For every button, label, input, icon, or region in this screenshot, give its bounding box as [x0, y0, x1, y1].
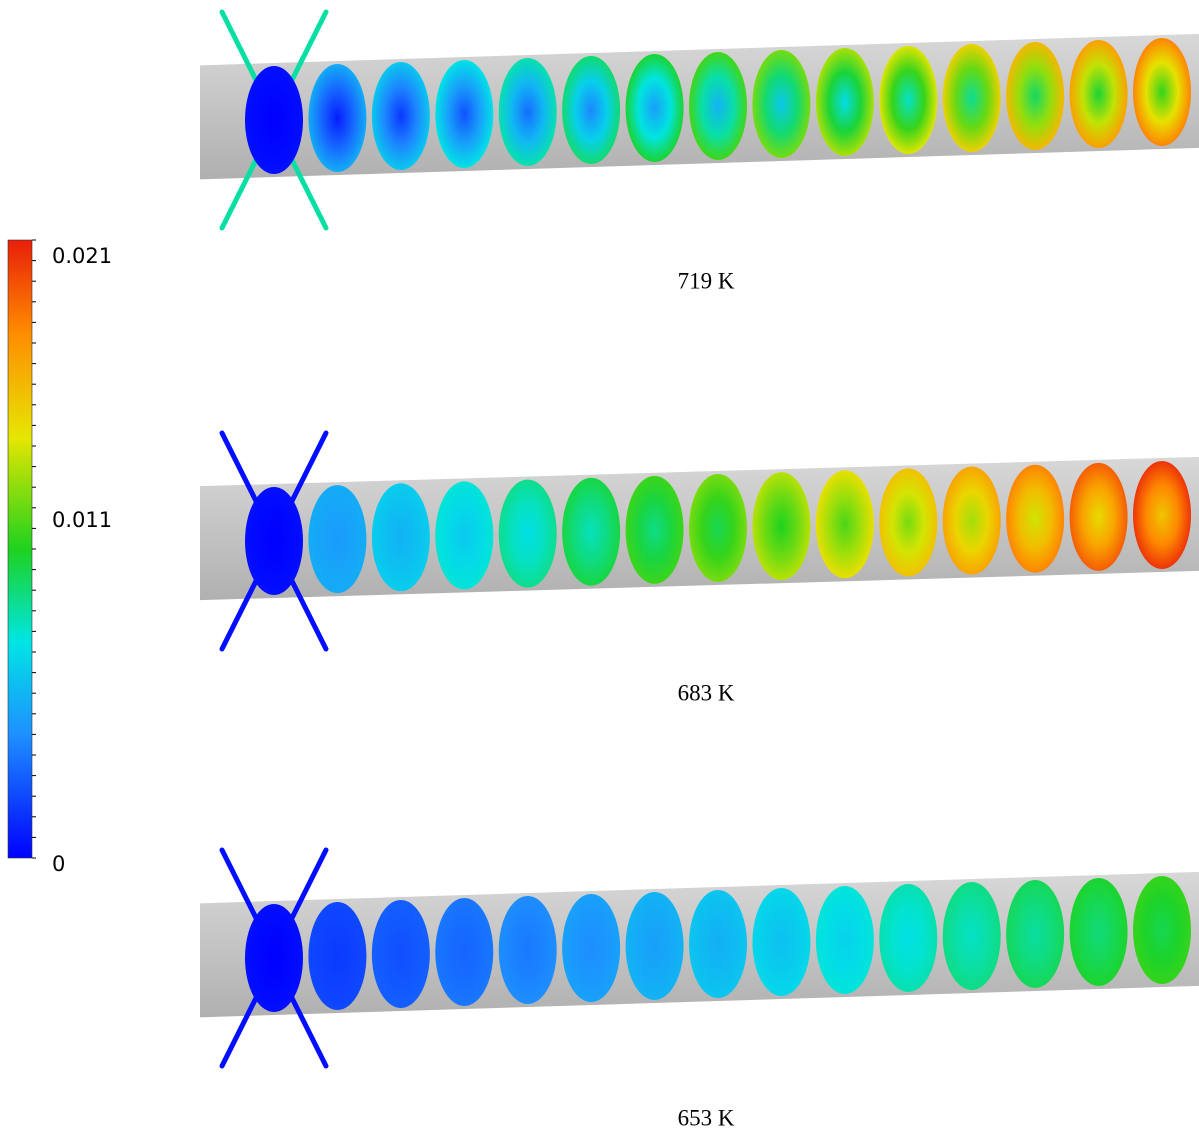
panel — [200, 12, 1199, 228]
panel — [200, 850, 1199, 1066]
section — [879, 884, 937, 992]
caption: 653 K — [678, 1105, 735, 1130]
section — [245, 904, 303, 1012]
panels — [200, 12, 1199, 1066]
section — [626, 892, 684, 1000]
section — [879, 468, 937, 576]
section — [1006, 880, 1064, 988]
section — [562, 478, 620, 586]
section — [308, 485, 366, 593]
section — [943, 467, 1001, 575]
section — [245, 487, 303, 595]
section — [308, 902, 366, 1010]
section — [499, 58, 557, 166]
section — [752, 888, 810, 996]
colorbar-label: 0.021 — [52, 244, 112, 268]
section — [562, 894, 620, 1002]
caption: 719 K — [678, 268, 735, 293]
section — [1006, 465, 1064, 573]
section — [752, 472, 810, 580]
section — [689, 52, 747, 160]
figure: 0.021 0.011 0 719 K 683 K 653 K — [0, 0, 1199, 1139]
section — [308, 64, 366, 172]
section — [1133, 461, 1191, 569]
section — [245, 66, 303, 174]
section — [1070, 463, 1128, 571]
section — [816, 470, 874, 578]
colorbar-label: 0.011 — [52, 508, 112, 532]
section — [435, 60, 493, 168]
section — [499, 896, 557, 1004]
section — [499, 480, 557, 588]
section — [1070, 878, 1128, 986]
section — [689, 890, 747, 998]
colorbar-label: 0 — [52, 852, 65, 876]
section — [1133, 876, 1191, 984]
section — [372, 900, 430, 1008]
section — [1070, 40, 1128, 148]
colorbar — [8, 240, 32, 858]
section — [689, 474, 747, 582]
section — [879, 46, 937, 154]
section — [435, 898, 493, 1006]
section — [372, 483, 430, 591]
panel — [200, 433, 1199, 649]
section — [1133, 38, 1191, 146]
section — [943, 882, 1001, 990]
section — [372, 62, 430, 170]
section — [435, 481, 493, 589]
section — [752, 50, 810, 158]
section — [626, 54, 684, 162]
section — [562, 56, 620, 164]
section — [943, 44, 1001, 152]
section — [816, 48, 874, 156]
caption: 683 K — [678, 680, 735, 705]
section — [626, 476, 684, 584]
section — [816, 886, 874, 994]
section — [1006, 42, 1064, 150]
